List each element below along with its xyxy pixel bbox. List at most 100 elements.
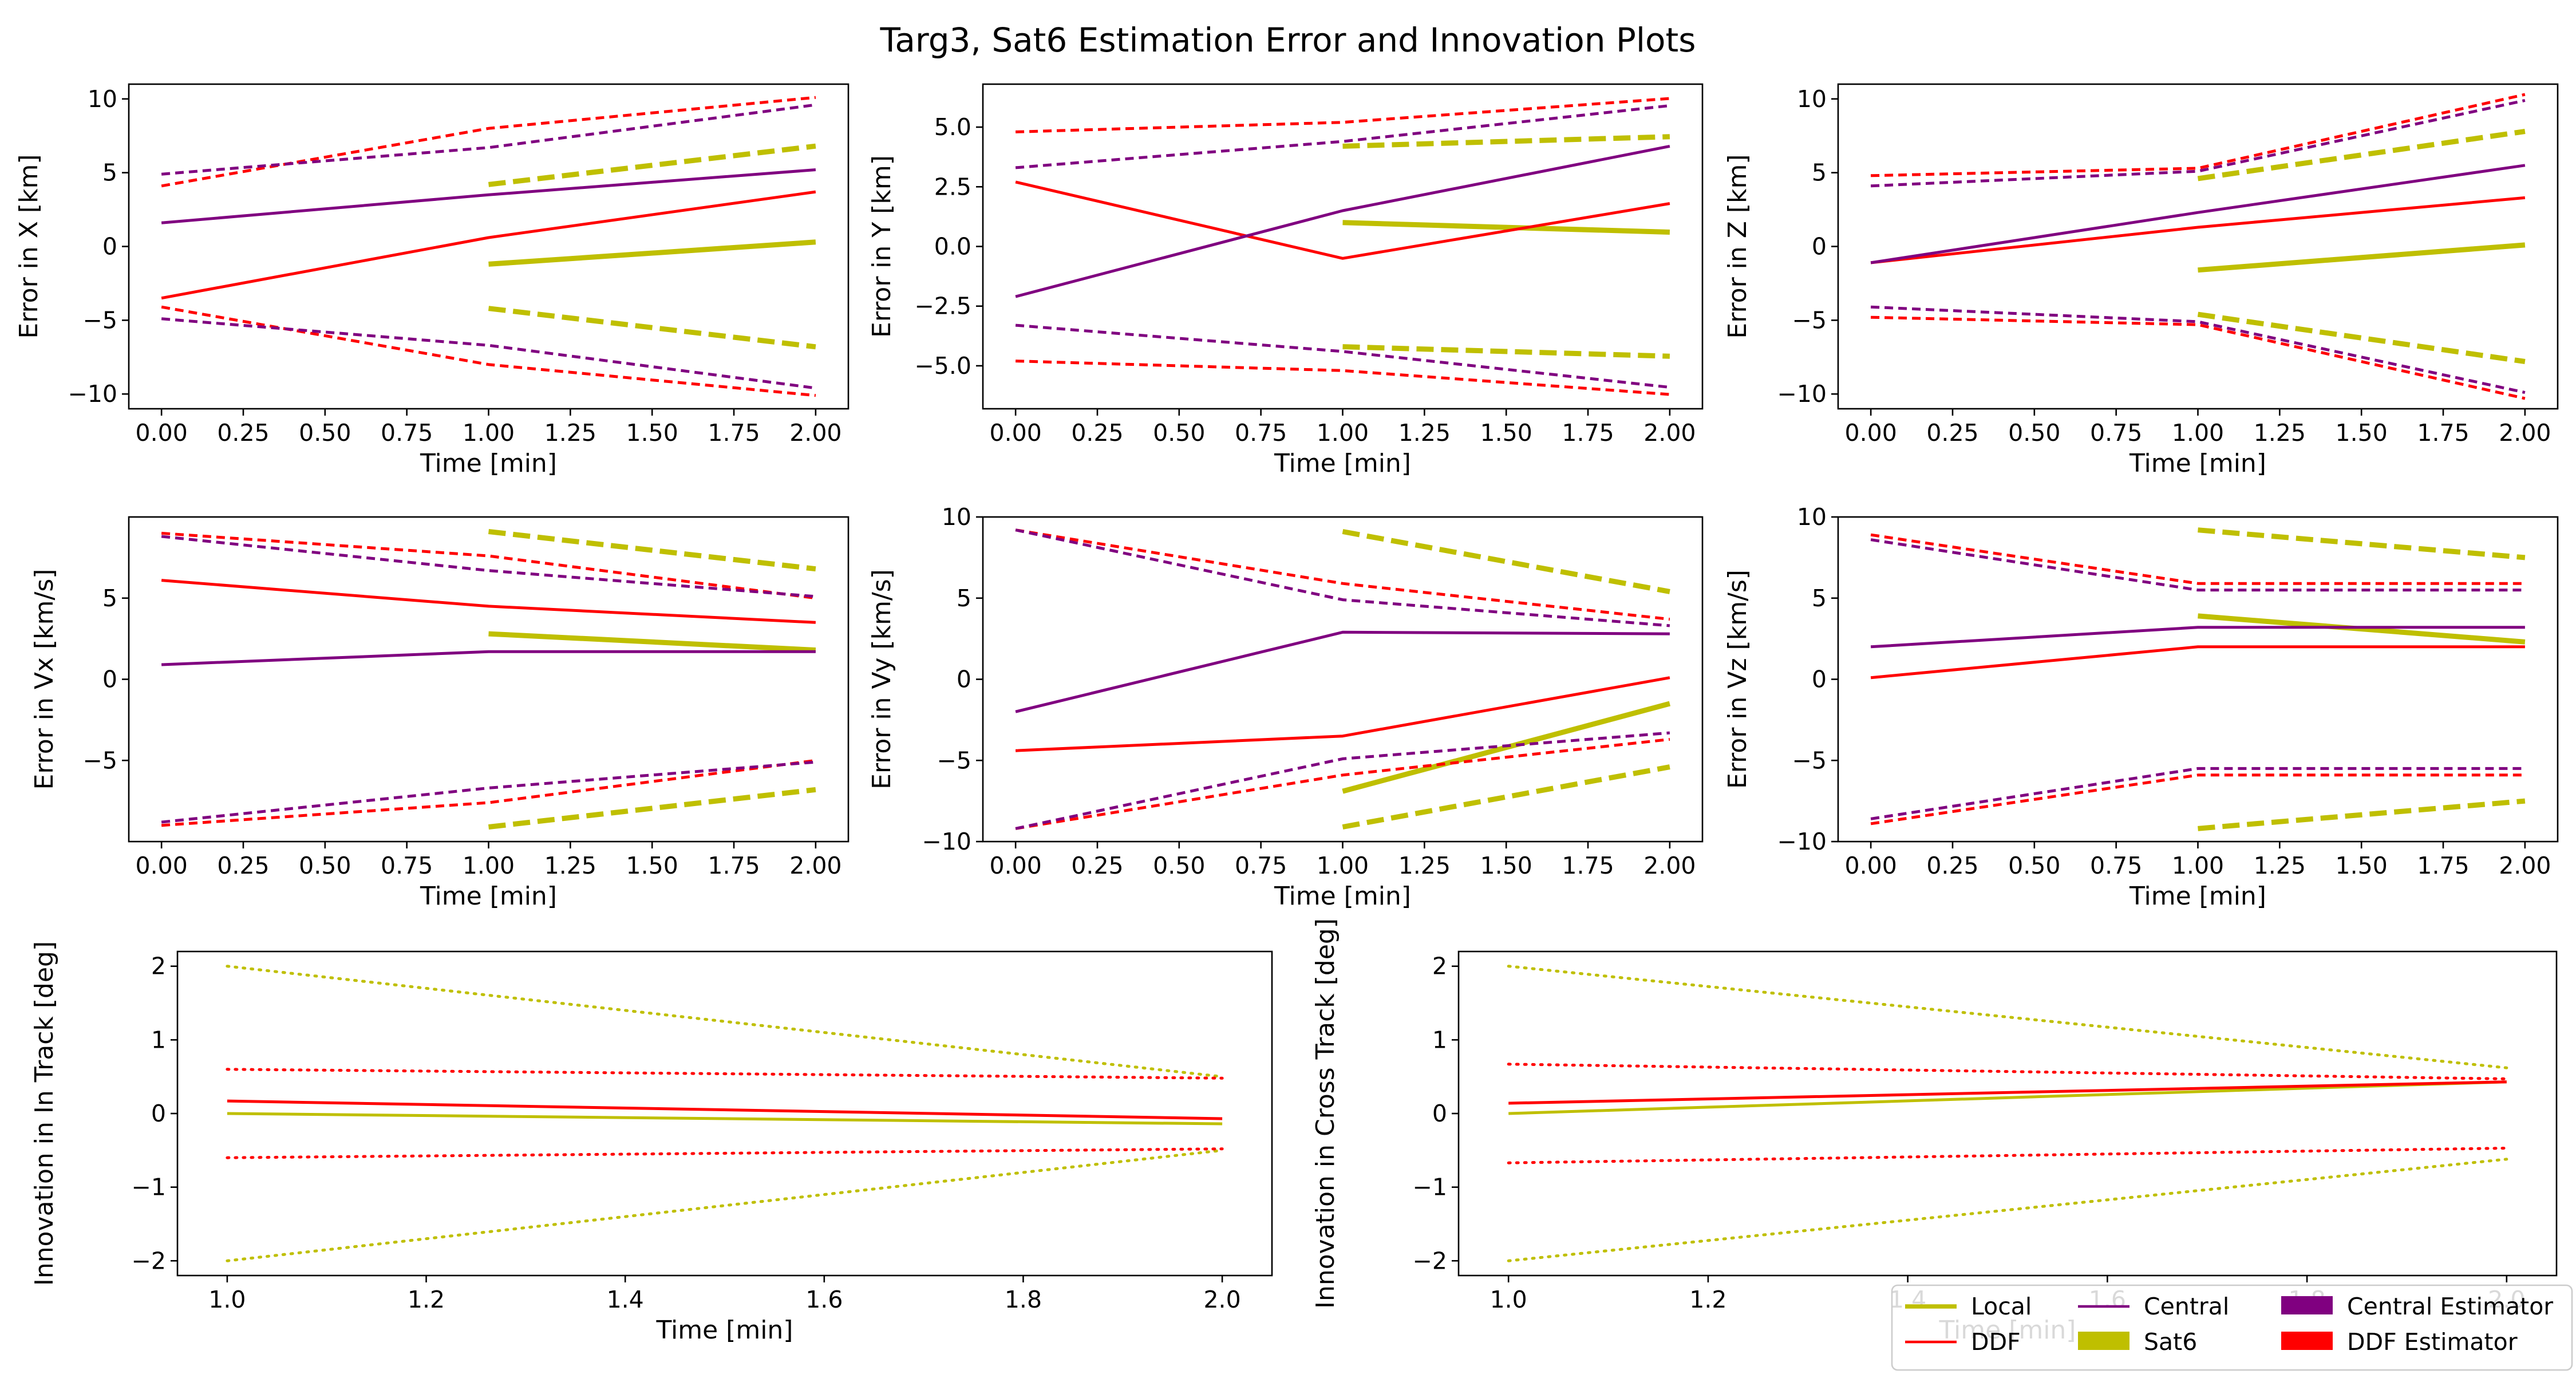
series-central-error-6	[1870, 626, 2525, 649]
x-tick-label: 1.25	[1398, 419, 1451, 447]
x-tick-label: 0.50	[299, 852, 351, 879]
series-central-bound-7	[1870, 98, 2526, 188]
y-tick-label: −10	[1777, 828, 1827, 855]
y-tick-label: 5	[1812, 585, 1827, 612]
y-tick-label: 2.5	[934, 173, 971, 200]
series-ddf-bound-5	[1015, 737, 1670, 830]
y-tick-label: 0	[151, 1100, 166, 1127]
series-ddf-error-3	[1015, 180, 1670, 260]
series-ddf-error-3	[1015, 676, 1670, 752]
x-tick-label: 1.25	[544, 419, 596, 447]
x-tick-label: 1.75	[2417, 852, 2469, 879]
subplot-grid: 0.00 0.25 0.50 0.75 1.00 1.25 1.50 1.75 2.00−10−…	[14, 83, 2559, 1345]
x-tick-label: 1.00	[463, 852, 515, 879]
x-tick-label: 1.50	[626, 419, 678, 447]
x-tick-label: 1.75	[2417, 419, 2469, 447]
x-axis-label: Time [min]	[1274, 882, 1411, 911]
series-ddf-innovation-3	[227, 1099, 1223, 1120]
y-tick-label: 2	[151, 953, 166, 980]
x-tick-label: 1.75	[708, 852, 760, 879]
y-tick-label: −5	[83, 747, 117, 774]
series-ddf-innovation-bound-4	[1507, 1063, 2508, 1080]
y-axis-label: Innovation in Cross Track [deg]	[1311, 918, 1340, 1309]
x-tick-label: 0.25	[1926, 852, 1978, 879]
series-local-innovation-bound-1	[1507, 965, 2508, 1069]
y-tick-label: −5.0	[914, 352, 971, 380]
subplot-err-x: 0.00 0.25 0.50 0.75 1.00 1.25 1.50 1.75 2.00 −10 −…	[14, 83, 850, 478]
x-tick-label: 2.00	[789, 852, 841, 879]
x-tick-label: 0.25	[1926, 419, 1978, 447]
x-axis-label: Time [min]	[2129, 449, 2266, 478]
series-central-error-6	[1015, 144, 1670, 298]
x-tick-label: 0.50	[1153, 852, 1205, 879]
y-tick-label: −10	[922, 828, 971, 855]
series-local-bound-1	[488, 529, 816, 572]
x-tick-label: 1.6	[805, 1286, 843, 1313]
y-tick-label: 0.0	[934, 233, 971, 260]
series-ddf-error-3	[1870, 196, 2526, 264]
series-central-bound-8	[1015, 731, 1670, 830]
y-axis-label: Error in X [km]	[14, 154, 44, 338]
series-central-bound-8	[1870, 305, 2526, 394]
y-tick-label: −5	[1792, 747, 1827, 774]
series-ddf-bound-4	[1871, 93, 2526, 177]
legend-frame	[1891, 1284, 2573, 1371]
x-tick-label: 0.75	[381, 419, 433, 447]
y-tick-label: 10	[942, 503, 971, 531]
x-tick-label: 0.50	[299, 419, 351, 447]
series-local-error-0	[488, 239, 816, 267]
x-tick-label: 1.2	[1689, 1286, 1726, 1313]
x-tick-label: 1.25	[1398, 852, 1451, 879]
y-tick-label: −5	[937, 747, 971, 774]
x-tick-label: 1.25	[2254, 419, 2306, 447]
series-local-error-0	[488, 631, 816, 653]
x-tick-label: 2.00	[2499, 419, 2551, 447]
series-ddf-error-3	[161, 579, 816, 624]
subplot-innov-in-track: 1.0 1.2 1.4 1.6 1.8 2.0 −2 −1 0 1 2 Time [min] Innov…	[30, 941, 1273, 1345]
series-local-innovation-0	[1508, 1080, 2507, 1115]
subplot-err-z: 0.00 0.25 0.50 0.75 1.00 1.25 1.50 1.75 2.00 −10 −…	[1723, 83, 2559, 478]
x-tick-label: 0.00	[1844, 852, 1897, 879]
legend: Local DDF Central Sat6 Central Estimator…	[1891, 1284, 2573, 1371]
legend-sat6-label: Sat6	[2144, 1328, 2197, 1356]
y-axis-label: Innovation in In Track [deg]	[30, 941, 59, 1286]
y-tick-label: 0	[102, 233, 117, 260]
y-tick-label: −1	[132, 1174, 166, 1201]
x-tick-label: 0.00	[135, 852, 187, 879]
x-axis-label: Time [min]	[420, 449, 557, 478]
series-ddf-innovation-bound-5	[226, 1147, 1224, 1159]
x-tick-label: 0.00	[989, 419, 1041, 447]
y-tick-label: −5	[1792, 306, 1827, 334]
x-tick-label: 1.8	[1005, 1286, 1042, 1313]
subplot-err-vx: 0.00 0.25 0.50 0.75 1.00 1.25 1.50 1.75 2.00 −5 0 5…	[30, 516, 850, 911]
y-tick-label: 5	[957, 585, 971, 612]
x-tick-label: 0.50	[1153, 419, 1205, 447]
legend-central-estimator-label: Central Estimator	[2347, 1293, 2553, 1320]
y-tick-label: 0	[1812, 666, 1827, 693]
subplot-err-y: 0.00 0.25 0.50 0.75 1.00 1.25 1.50 1.75 2.00 −5.0…	[867, 83, 1704, 478]
x-tick-label: 2.00	[2499, 852, 2551, 879]
series-central-error-6	[161, 168, 816, 224]
x-tick-label: 1.75	[1562, 852, 1614, 879]
y-axis-label: Error in Vy [km/s]	[867, 569, 896, 789]
y-axis-label: Error in Vx [km/s]	[30, 569, 59, 790]
series-ddf-bound-4	[1015, 528, 1670, 621]
series-local-bound-1	[2197, 129, 2526, 181]
y-tick-label: 0	[1812, 233, 1827, 260]
series-central-error-6	[1870, 164, 2526, 264]
series-central-error-6	[1015, 630, 1670, 713]
series-local-bound-1	[488, 143, 816, 187]
x-tick-label: 1.50	[1480, 852, 1532, 879]
series-local-bound-1	[2198, 527, 2526, 560]
legend-sat6-swatch	[2078, 1332, 2129, 1350]
series-ddf-innovation-3	[1508, 1080, 2507, 1105]
series-central-bound-7	[1015, 528, 1670, 627]
series-local-bound-1	[1342, 529, 1670, 594]
y-tick-label: 2	[1432, 953, 1447, 980]
x-tick-label: 0.50	[2008, 852, 2060, 879]
subplot-err-vy: 0.00 0.25 0.50 0.75 1.00 1.25 1.50 1.75 2.00 −10 −…	[867, 503, 1704, 911]
series-ddf-innovation-bound-5	[1507, 1147, 2508, 1164]
series-local-error-0	[2198, 242, 2526, 273]
x-tick-label: 1.75	[708, 419, 760, 447]
series-ddf-bound-4	[1870, 533, 2525, 585]
